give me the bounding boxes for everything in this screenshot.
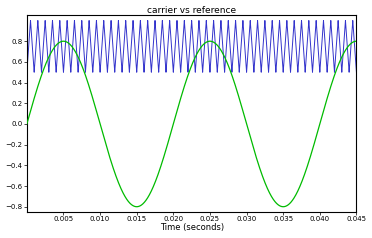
Title: carrier vs reference: carrier vs reference [147, 5, 236, 15]
X-axis label: Time (seconds): Time (seconds) [160, 223, 224, 233]
